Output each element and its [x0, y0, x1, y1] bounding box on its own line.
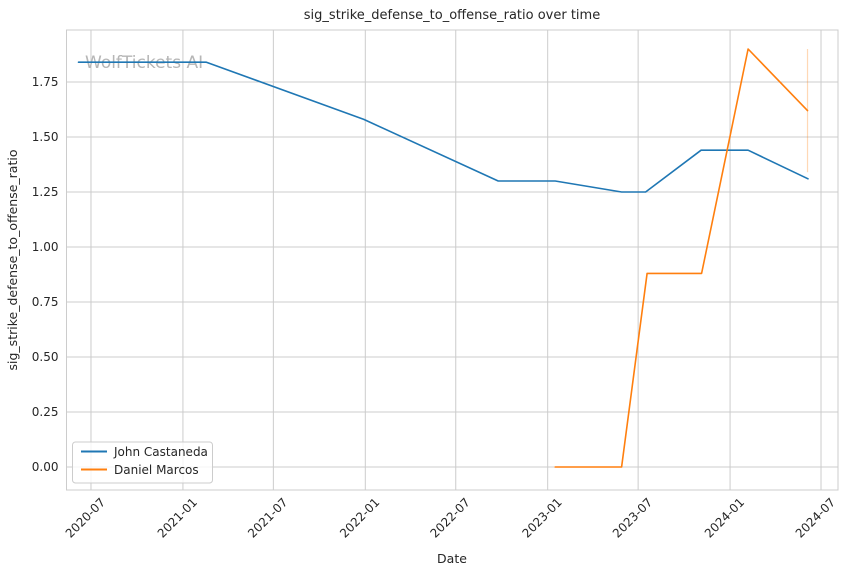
x-tick-label: 2021-01 — [155, 495, 200, 540]
y-tick-label: 1.25 — [32, 185, 59, 199]
legend-box — [72, 441, 213, 484]
x-tick-label: 2023-07 — [610, 495, 655, 540]
legend-label-daniel-marcos: Daniel Marcos — [114, 463, 199, 477]
gridlines — [66, 30, 838, 490]
series-line-daniel-marcos — [554, 48, 809, 468]
chart-title: sig_strike_defense_to_offense_ratio over… — [304, 8, 600, 23]
legend: John Castaneda Daniel Marcos — [72, 441, 213, 484]
series-line-john-castaneda — [77, 61, 809, 193]
legend-label-john-castaneda: John Castaneda — [113, 445, 208, 459]
data-series — [77, 48, 809, 468]
y-tick-label: 1.50 — [32, 130, 59, 144]
y-tick-label: 0.00 — [32, 460, 59, 474]
x-tick-label: 2022-07 — [428, 495, 473, 540]
y-axis-label: sig_strike_defense_to_offense_ratio — [5, 150, 20, 371]
x-tick-label: 2020-07 — [63, 495, 108, 540]
y-tick-label: 1.00 — [32, 240, 59, 254]
x-tick-label: 2022-01 — [337, 495, 382, 540]
plot-border — [66, 29, 839, 491]
x-tick-label: 2021-07 — [245, 495, 290, 540]
x-tick-label: 2023-01 — [519, 495, 564, 540]
y-tick-label: 0.25 — [32, 405, 59, 419]
x-tick-label: 2024-01 — [702, 495, 747, 540]
y-tick-label: 0.50 — [32, 350, 59, 364]
x-tick-label: 2024-07 — [793, 495, 838, 540]
y-tick-label: 0.75 — [32, 295, 59, 309]
x-axis-label: Date — [437, 551, 467, 566]
y-tick-label: 1.75 — [32, 75, 59, 89]
